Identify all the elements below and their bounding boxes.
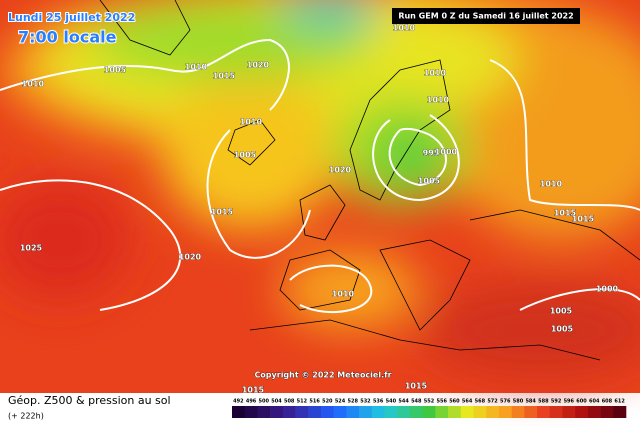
legend-label: 504	[271, 399, 282, 405]
legend-swatch	[409, 406, 423, 418]
legend-label: 544	[398, 399, 409, 405]
legend-label: 508	[284, 399, 295, 405]
isobar-label: 1020	[247, 61, 270, 70]
isobar-label: 1015	[211, 208, 234, 217]
legend-swatch	[270, 406, 284, 418]
legend-label: 604	[589, 399, 600, 405]
isobar-label: 1005	[418, 177, 441, 186]
forecast-lead: (+ 222h)	[8, 412, 44, 421]
legend-label: 520	[322, 399, 333, 405]
isobar-label: 1015	[213, 72, 236, 81]
legend-label: 512	[297, 399, 308, 405]
isobar-label: 1015	[572, 215, 595, 224]
legend-label: 536	[373, 399, 384, 405]
legend-swatch	[282, 406, 296, 418]
legend-label: 516	[309, 399, 320, 405]
legend-swatch	[435, 406, 449, 418]
legend-label: 540	[386, 399, 397, 405]
legend-swatch	[295, 406, 309, 418]
isobar-label: 1000	[435, 148, 458, 157]
legend-swatch	[397, 406, 411, 418]
legend-label: 556	[436, 399, 447, 405]
run-label: Run GEM 0 Z du Samedi 16 juillet 2022	[398, 12, 573, 21]
legend-swatch	[232, 406, 246, 418]
isobar-label: 1010	[393, 24, 416, 33]
isobar-label: 1010	[424, 69, 447, 78]
legend-swatch	[384, 406, 398, 418]
legend-swatch	[320, 406, 334, 418]
isobar-label: 1010	[540, 180, 563, 189]
legend-label: 560	[449, 399, 460, 405]
legend-label: 532	[360, 399, 371, 405]
isobar-label: 1015	[405, 382, 428, 391]
legend-swatch	[537, 406, 551, 418]
coastlines	[99, 0, 640, 361]
legend-label: 584	[525, 399, 536, 405]
legend-label: 588	[538, 399, 549, 405]
legend-label: 600	[576, 399, 587, 405]
isobar-label: 1005	[551, 325, 574, 334]
legend-swatch	[346, 406, 360, 418]
legend-swatch	[359, 406, 373, 418]
isobar-label: 1025	[20, 244, 43, 253]
forecast-time: 7:00 locale	[18, 28, 117, 47]
legend-swatch	[308, 406, 322, 418]
legend-swatch	[549, 406, 563, 418]
run-box	[392, 8, 580, 24]
legend-label: 608	[602, 399, 613, 405]
isobar-label: 1010	[332, 290, 355, 299]
legend-label: 568	[475, 399, 486, 405]
legend-label: 580	[513, 399, 524, 405]
legend-swatch	[498, 406, 512, 418]
isobar-label: 1005	[234, 151, 257, 160]
legend-label: 552	[424, 399, 435, 405]
legend-label: 528	[348, 399, 359, 405]
legend-label: 612	[614, 399, 625, 405]
isobar-label: 1010	[22, 80, 45, 89]
isobar-lines	[0, 38, 640, 313]
legend-swatch	[575, 406, 589, 418]
legend-label: 500	[259, 399, 270, 405]
legend-swatch	[448, 406, 462, 418]
legend-label: 492	[233, 399, 244, 405]
isobar-label: 1000	[596, 285, 619, 294]
isobar-label: 1005	[104, 66, 127, 75]
legend-swatch	[473, 406, 487, 418]
legend-swatch	[524, 406, 538, 418]
isobar-label: 1010	[427, 96, 450, 105]
legend-swatch	[562, 406, 576, 418]
legend-swatch	[371, 406, 385, 418]
forecast-date: Lundi 25 juillet 2022	[8, 11, 135, 24]
legend-label: 496	[246, 399, 257, 405]
legend-label: 592	[551, 399, 562, 405]
legend-swatch	[422, 406, 436, 418]
isobar-label: 1005	[550, 307, 573, 316]
legend-label: 596	[564, 399, 575, 405]
isobar-label: 995	[423, 149, 440, 158]
footer-title: Géop. Z500 & pression au sol	[8, 394, 171, 407]
legend-swatch	[244, 406, 258, 418]
isobar-label: 1010	[240, 118, 263, 127]
legend-swatch	[600, 406, 614, 418]
legend-label: 572	[487, 399, 498, 405]
isobar-label: 1020	[179, 253, 202, 262]
legend-swatch	[486, 406, 500, 418]
legend-label: 576	[500, 399, 511, 405]
isobar-label: 1015	[242, 386, 265, 395]
legend-swatch	[460, 406, 474, 418]
legend-swatch	[333, 406, 347, 418]
isobar-label: 1010	[185, 63, 208, 72]
legend-label: 564	[462, 399, 473, 405]
legend-swatch	[511, 406, 525, 418]
isobar-label: 1020	[329, 166, 352, 175]
legend-swatch	[613, 406, 627, 418]
legend-swatch	[587, 406, 601, 418]
legend-label: 548	[411, 399, 422, 405]
isobar-label: 1015	[554, 209, 577, 218]
legend-swatch	[257, 406, 271, 418]
legend-label: 524	[335, 399, 346, 405]
copyright: Copyright © 2022 Meteociel.fr	[254, 371, 391, 380]
